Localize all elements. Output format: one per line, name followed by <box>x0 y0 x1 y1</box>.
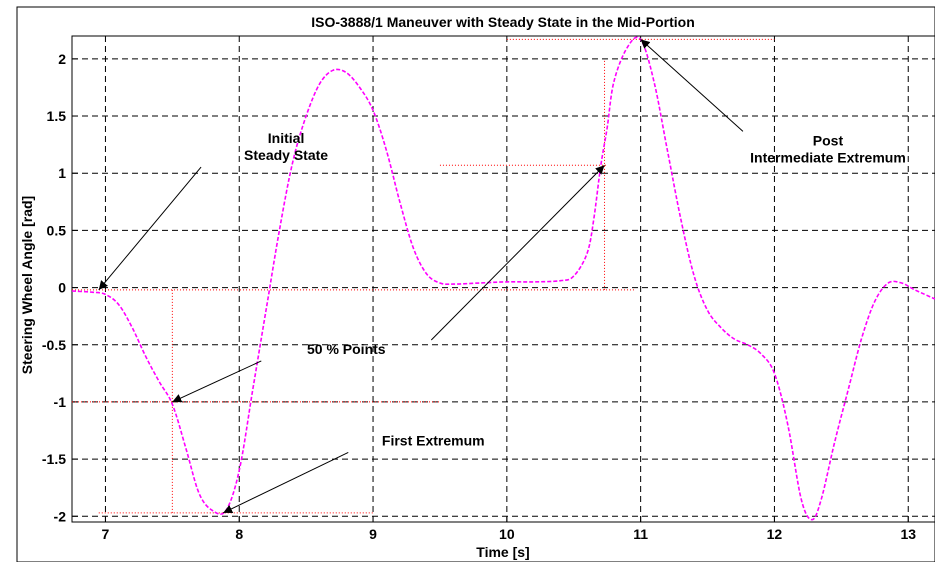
y-tick-label: 1 <box>58 165 66 181</box>
series <box>71 36 935 521</box>
annotation-text-post: Post <box>813 132 844 148</box>
y-tick-label: -1 <box>54 394 67 410</box>
y-tick-label: 0.5 <box>47 222 67 238</box>
y-tick-label: 0 <box>58 280 66 296</box>
y-axis-label: Steering Wheel Angle [rad] <box>19 196 35 374</box>
y-tick-label: -2 <box>54 508 67 524</box>
x-tick-label: 13 <box>900 526 916 542</box>
y-tick-label: -1.5 <box>42 451 66 467</box>
chart-title: ISO-3888/1 Maneuver with Steady State in… <box>311 14 695 30</box>
x-tick-label: 11 <box>633 526 648 542</box>
y-tick-label: -0.5 <box>42 337 66 353</box>
x-tick-label: 8 <box>235 526 243 542</box>
annotation-arrow <box>172 360 262 403</box>
x-tick-label: 12 <box>767 526 783 542</box>
annotation-arrow <box>430 164 605 341</box>
annotation-text-fifty: 50 % Points <box>307 341 386 357</box>
annotation-text-initial: Initial <box>268 130 305 146</box>
x-tick-labels: 7 8 9 10 11 12 13 <box>102 526 917 542</box>
series-line <box>71 36 935 521</box>
annotation-text-initial: Steady State <box>244 147 328 163</box>
annotation-arrow <box>98 166 202 291</box>
y-tick-label: 1.5 <box>47 108 67 124</box>
annotation-text-first: First Extremum <box>382 432 485 448</box>
plot-area <box>71 35 935 523</box>
x-axis-label: Time [s] <box>476 544 529 560</box>
x-tick-label: 9 <box>369 526 377 542</box>
plot-frame <box>16 6 935 562</box>
x-tick-label: 7 <box>102 526 110 542</box>
x-tick-label: 10 <box>499 526 515 542</box>
y-tick-label: 2 <box>58 51 66 67</box>
annotation-text-post: Intermediate Extremum <box>750 149 906 165</box>
annotation-arrow <box>640 39 744 132</box>
y-tick-labels: -2 -1.5 -1 -0.5 0 0.5 1 1.5 2 <box>42 51 66 524</box>
annotation-arrow <box>222 452 349 514</box>
grid <box>72 36 935 522</box>
